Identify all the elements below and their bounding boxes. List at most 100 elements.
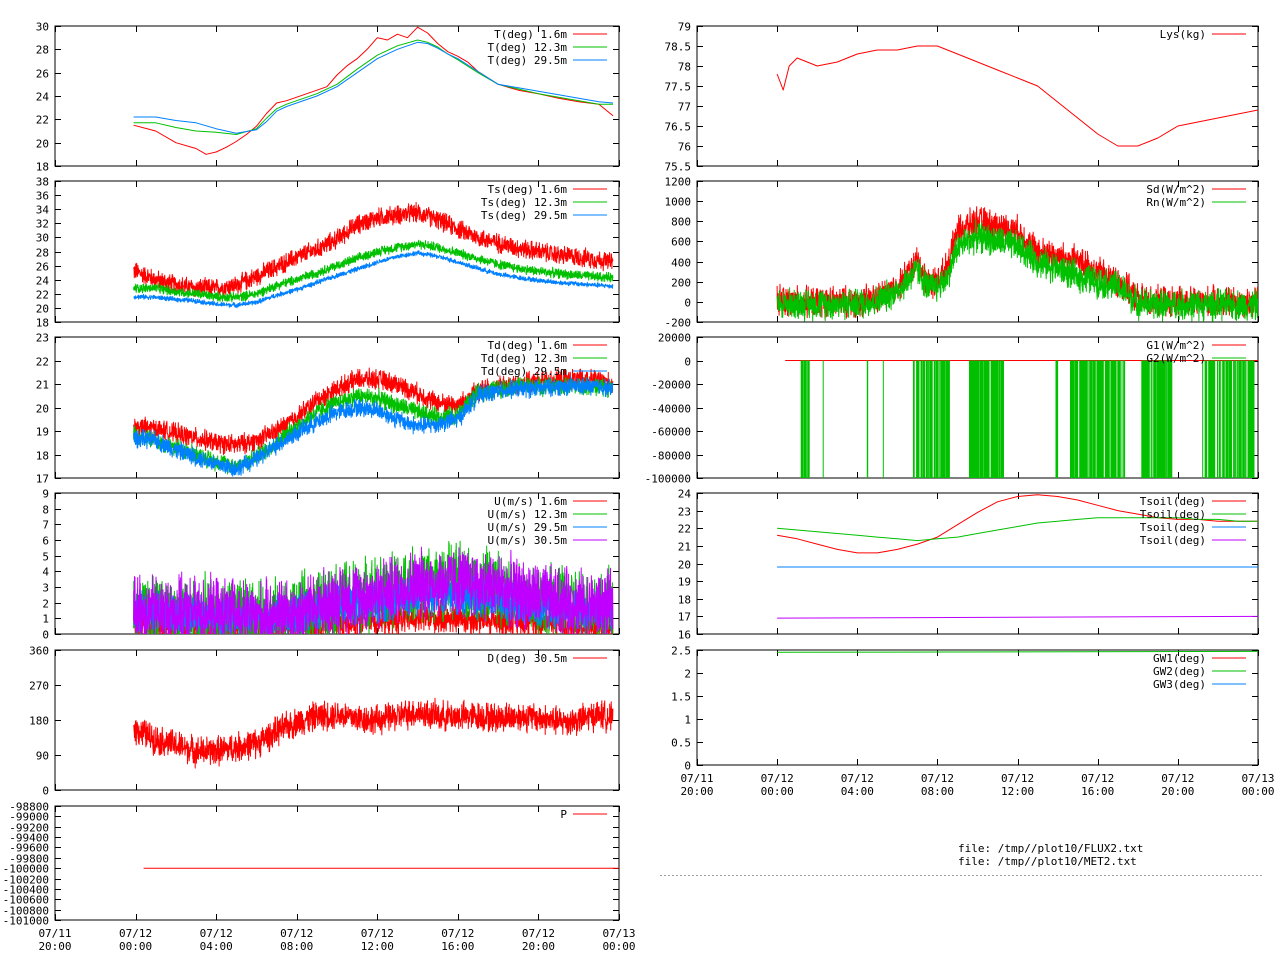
y-tick-label: 8 xyxy=(42,504,49,517)
chart-panel: 0 0.5 1 1.5 2 2.5 GW1(deg)GW2(deg)GW3(deg) 07/1… xyxy=(671,645,1274,799)
x-tick-time: 00:00 xyxy=(1241,785,1274,798)
x-tick-time: 12:00 xyxy=(361,940,394,953)
trace-group xyxy=(133,697,614,769)
plot-frame xyxy=(696,649,1259,766)
y-tick-label: -200 xyxy=(665,317,692,330)
series-line xyxy=(776,45,1258,147)
y-tick-label: 79 xyxy=(678,21,691,34)
legend-entry: D(deg) 30.5m xyxy=(488,652,568,665)
legend-entry: Tsoil(deg) xyxy=(1140,521,1206,534)
y-tick-label: 200 xyxy=(671,277,691,290)
y-tick-label: 1200 xyxy=(665,176,692,189)
y-tick-label: 0 xyxy=(684,760,691,773)
trace-group xyxy=(776,45,1258,147)
series-line xyxy=(133,239,614,303)
x-tick-date: 07/13 xyxy=(1241,772,1274,785)
x-tick-date: 07/12 xyxy=(361,927,394,940)
y-tick-label: 28 xyxy=(36,44,49,57)
y-tick-label: 17 xyxy=(36,473,49,486)
plot-frame xyxy=(54,492,620,635)
legend-entry: Td(deg) 1.6m xyxy=(488,339,568,352)
trace-group xyxy=(133,367,614,477)
y-tick-label: -98800 xyxy=(9,801,49,814)
y-tick-label: 20 xyxy=(36,138,49,151)
y-tick-label: 20 xyxy=(36,303,49,316)
x-tick-date: 07/12 xyxy=(841,772,874,785)
series-line xyxy=(133,376,614,477)
series-line xyxy=(800,360,1255,478)
y-tick-label: -101000 xyxy=(3,915,49,928)
y-tick-label: -60000 xyxy=(651,426,691,439)
x-tick-time: 20:00 xyxy=(38,940,71,953)
y-tick-label: 1 xyxy=(684,714,691,727)
legend-entry: T(deg) 1.6m xyxy=(494,28,567,41)
legend-entry: GW1(deg) xyxy=(1153,652,1206,665)
y-tick-label: 2.5 xyxy=(671,645,691,658)
plot-frame xyxy=(54,805,620,921)
x-tick-date: 07/12 xyxy=(441,927,474,940)
x-tick-time: 16:00 xyxy=(441,940,474,953)
y-tick-label: 21 xyxy=(678,541,691,554)
y-tick-label: 34 xyxy=(36,204,50,217)
y-tick-label: 0.5 xyxy=(671,737,691,750)
chart-panel: -101000-100800-100600-100400-100200-1000… xyxy=(3,801,636,954)
file-path-label: file: /tmp//plot10/FLUX2.txt xyxy=(958,842,1143,855)
x-tick-date: 07/12 xyxy=(200,927,233,940)
x-tick-time: 20:00 xyxy=(522,940,555,953)
legend-entry: Ts(deg) 12.3m xyxy=(481,196,567,209)
legend-entry: Tsoil(deg) xyxy=(1140,534,1206,547)
x-tick-time: 12:00 xyxy=(1001,785,1034,798)
y-tick-label: 77 xyxy=(678,101,691,114)
y-tick-label: 360 xyxy=(29,645,49,658)
x-tick-date: 07/11 xyxy=(680,772,713,785)
y-tick-label: 18 xyxy=(678,594,691,607)
y-tick-label: 19 xyxy=(36,426,49,439)
series-line xyxy=(133,250,614,309)
chart-panel: 161718192021222324Tsoil(deg)Tsoil(deg)Ts… xyxy=(678,488,1259,642)
legend-entry: Sd(W/m^2) xyxy=(1146,183,1206,196)
y-tick-label: 90 xyxy=(36,750,49,763)
y-tick-label: -100000 xyxy=(645,473,691,486)
legend-entry: Ts(deg) 29.5m xyxy=(481,209,567,222)
plot-frame xyxy=(696,492,1259,635)
y-tick-label: 16 xyxy=(678,629,691,642)
legend-entry: T(deg) 29.5m xyxy=(488,54,568,67)
y-tick-label: 2 xyxy=(42,598,49,611)
chart-panel: 0 90 180 270 360 D(deg) 30.5m xyxy=(29,645,620,798)
y-tick-label: 2 xyxy=(684,668,691,681)
y-tick-label: 18 xyxy=(36,450,49,463)
chart-panel: 18 20 22 24 26 28 30 T(deg) 1.6mT(deg) 12.3mT(d… xyxy=(36,21,620,174)
y-tick-label: 18 xyxy=(36,317,49,330)
series-line xyxy=(133,41,614,134)
y-tick-label: 0 xyxy=(42,785,49,798)
y-tick-label: -100600 xyxy=(3,894,49,907)
x-tick-date: 07/12 xyxy=(119,927,152,940)
y-tick-label: 400 xyxy=(671,257,691,270)
legend-entry: Td(deg) 29.5m xyxy=(481,365,567,378)
y-tick-label: 22 xyxy=(678,523,691,536)
y-tick-label: -100000 xyxy=(3,863,49,876)
x-tick-date: 07/12 xyxy=(280,927,313,940)
legend-entry: U(m/s) 12.3m xyxy=(488,508,568,521)
y-tick-label: -100200 xyxy=(3,874,49,887)
y-tick-label: -99000 xyxy=(9,811,49,824)
legend-entry: G2(W/m^2) xyxy=(1146,352,1206,365)
y-tick-label: -20000 xyxy=(651,379,691,392)
legend-entry: GW3(deg) xyxy=(1153,678,1206,691)
x-tick-time: 20:00 xyxy=(1161,785,1194,798)
x-tick-time: 00:00 xyxy=(119,940,152,953)
y-tick-label: 24 xyxy=(678,488,692,501)
series-line xyxy=(133,546,614,634)
y-tick-label: 180 xyxy=(29,715,49,728)
y-tick-label: 22 xyxy=(36,114,49,127)
y-tick-label: -100400 xyxy=(3,884,49,897)
plot-frame xyxy=(696,25,1259,167)
y-tick-label: 32 xyxy=(36,218,49,231)
y-tick-label: 20 xyxy=(36,403,49,416)
legend-entry: Lys(kg) xyxy=(1160,28,1206,41)
